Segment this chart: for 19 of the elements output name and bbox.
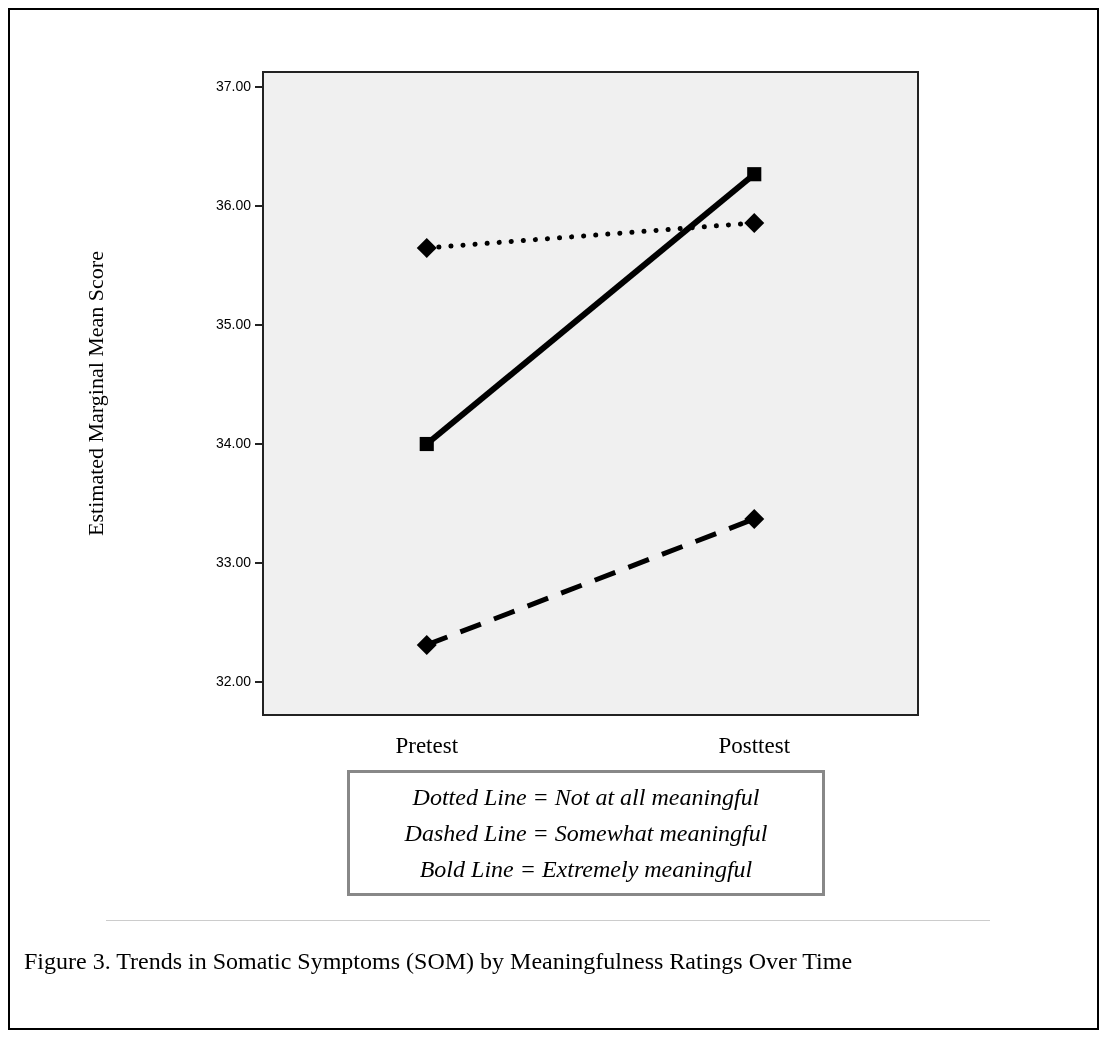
point bbox=[744, 508, 765, 529]
point bbox=[416, 634, 437, 655]
point bbox=[744, 212, 765, 233]
y-tick-label: 36.00 bbox=[215, 197, 252, 214]
y-tick-label: 35.00 bbox=[215, 316, 252, 333]
y-tick-label: 32.00 bbox=[215, 672, 252, 689]
x-tick-label: Pretest bbox=[395, 732, 459, 758]
point bbox=[747, 167, 762, 182]
y-tick-label: 33.00 bbox=[215, 553, 252, 570]
x-tick-label: Posttest bbox=[718, 732, 791, 758]
y-axis-title: Estimated Marginal Mean Score bbox=[82, 251, 108, 536]
point bbox=[419, 436, 434, 452]
y-tick-label: 34.00 bbox=[215, 434, 252, 451]
text: Dotted Line = Not at all meaningful bbox=[411, 783, 761, 812]
y-tick-label: 37.00 bbox=[215, 78, 252, 95]
point bbox=[416, 237, 437, 258]
caption: Figure 3. Trends in Somatic Symptoms (SOM) by Meaningfulness Ratings Over Time bbox=[24, 948, 853, 975]
text: Dashed Line = Somewhat meaningful bbox=[403, 819, 769, 848]
text: Bold Line = Extremely meaningful bbox=[418, 855, 754, 884]
